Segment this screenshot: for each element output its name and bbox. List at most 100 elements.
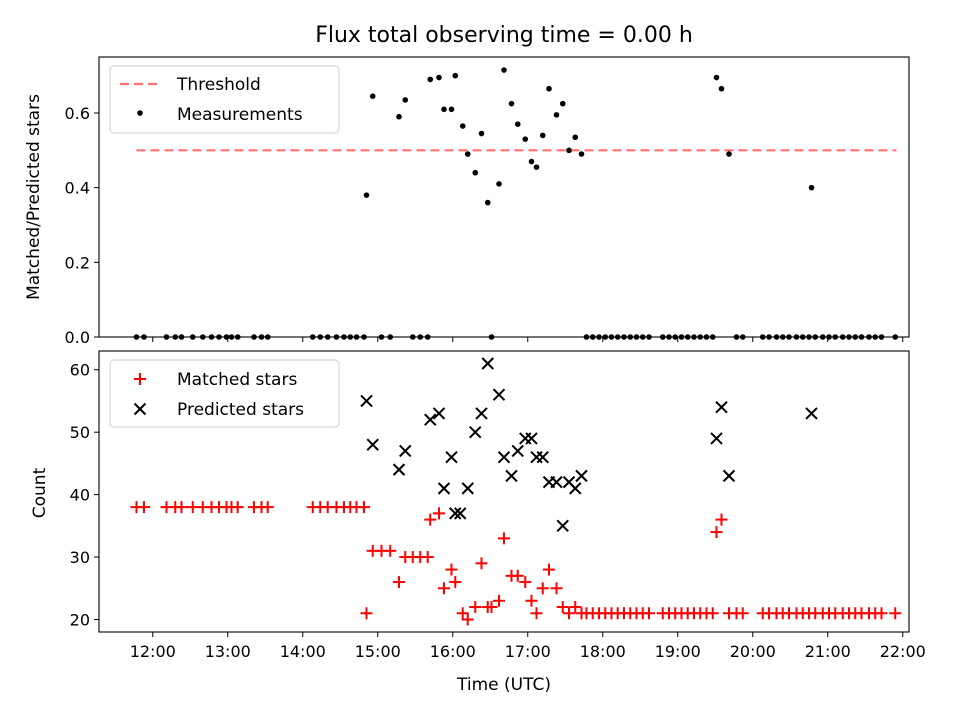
top-y-ticks: 0.0 0.2 0.4 0.6	[65, 104, 99, 347]
matched-star-marker	[556, 601, 569, 614]
matched-star-marker	[360, 607, 373, 620]
predicted-star-marker	[722, 469, 736, 483]
matched-star-marker	[421, 551, 434, 564]
legend-threshold-label: Threshold	[176, 75, 261, 95]
predicted-star-marker	[536, 450, 549, 464]
bottom-x-ticks: 12:00 13:00 14:00 15:00 16:00 17:00 18:00 19:00…	[130, 632, 926, 661]
measurement-point	[808, 184, 815, 191]
x-tick-label: 19:00	[655, 642, 701, 661]
matched-star-marker	[643, 607, 655, 620]
measurement-point	[478, 130, 485, 137]
matched-star-marker	[358, 501, 370, 514]
measurement-point	[448, 106, 455, 113]
measurement-point	[566, 147, 572, 154]
legend-matched-swatch	[134, 373, 146, 385]
x-tick-label: 18:00	[580, 642, 626, 661]
legend-predicted-label: Predicted stars	[177, 400, 304, 420]
matched-star-marker	[710, 526, 723, 539]
predicted-star-marker	[715, 400, 728, 414]
predicted-star-marker	[497, 450, 511, 464]
matched-star-marker	[706, 607, 719, 620]
predicted-stars-markers	[360, 357, 818, 533]
measurement-point	[553, 112, 560, 118]
legend-matched-label: Matched stars	[177, 370, 297, 390]
predicted-star-marker	[805, 407, 818, 420]
predicted-star-marker	[469, 425, 482, 439]
measurement-point	[396, 113, 402, 120]
legend-measurement-label: Measurements	[177, 105, 303, 125]
matched-star-marker	[511, 569, 524, 582]
matched-star-marker	[469, 601, 482, 614]
y-tick-label: 20	[70, 611, 90, 630]
matched-star-marker	[525, 594, 538, 607]
predicted-star-marker	[505, 469, 518, 483]
predicted-star-marker	[525, 432, 538, 445]
predicted-star-marker	[575, 469, 588, 483]
x-axis-label: Time (UTC)	[456, 675, 551, 695]
chart-title: Flux total observing time = 0.00 h	[315, 23, 693, 48]
x-tick-label: 16:00	[430, 642, 476, 661]
measurement-point	[508, 100, 515, 107]
predicted-star-marker	[449, 507, 462, 520]
measurement-point	[514, 121, 521, 127]
matched-star-marker	[530, 607, 543, 620]
matched-star-marker	[493, 594, 505, 607]
top-panel: Flux total observing time = 0.00 h Match…	[24, 23, 910, 347]
matched-star-marker	[736, 607, 749, 620]
predicted-star-marker	[556, 519, 569, 533]
y-tick-label: 0.4	[65, 179, 90, 198]
predicted-star-marker	[392, 463, 406, 476]
measurement-point	[713, 74, 720, 81]
measurement-point	[522, 136, 529, 142]
measurement-point	[459, 123, 466, 129]
matched-star-marker	[438, 582, 450, 595]
matched-star-marker	[461, 613, 474, 626]
predicted-star-marker	[710, 432, 723, 445]
predicted-star-marker	[399, 444, 412, 458]
matched-star-marker	[569, 601, 582, 614]
legend-frame	[109, 65, 340, 134]
measurement-point	[472, 169, 479, 176]
x-tick-label: 14:00	[280, 642, 326, 661]
measurement-point	[539, 132, 546, 139]
predicted-star-marker	[569, 482, 582, 495]
x-tick-label: 22:00	[880, 642, 926, 661]
measurement-point	[436, 74, 442, 81]
predicted-star-marker	[550, 475, 563, 489]
legend-predicted-swatch	[133, 402, 147, 416]
matched-star-marker	[261, 501, 274, 514]
matched-star-marker	[424, 513, 437, 526]
bottom-y-axis-label: Count	[30, 467, 50, 518]
y-tick-label: 30	[70, 548, 90, 567]
legend-frame	[109, 359, 340, 428]
predicted-star-marker	[481, 357, 494, 370]
x-tick-label: 15:00	[355, 642, 401, 661]
measurement-point	[452, 72, 459, 79]
matched-star-marker	[231, 501, 244, 514]
predicted-star-marker	[454, 507, 467, 520]
matched-star-marker	[543, 563, 555, 576]
measurement-point	[718, 85, 725, 92]
measurement-point	[402, 97, 409, 103]
bottom-legend: Matched stars Predicted stars	[109, 359, 340, 428]
matched-star-marker	[715, 513, 728, 526]
y-tick-label: 0.6	[65, 104, 90, 123]
measurement-point	[528, 158, 535, 165]
y-tick-label: 60	[70, 361, 90, 380]
x-tick-label: 21:00	[805, 642, 851, 661]
top-legend: Threshold Measurements	[109, 65, 340, 134]
bottom-panel: Count Time (UTC) 20 30 40 50 60 12:00 13:00 14…	[30, 350, 926, 695]
x-tick-label: 20:00	[730, 642, 776, 661]
measurement-point	[533, 164, 540, 170]
matched-star-marker	[550, 582, 563, 595]
measurement-point	[578, 151, 585, 157]
measurement-point	[427, 76, 434, 83]
matched-star-marker	[175, 501, 188, 514]
measurement-point	[559, 100, 566, 107]
bottom-y-ticks: 20 30 40 50 60	[70, 361, 99, 630]
predicted-star-marker	[437, 482, 451, 495]
predicted-star-marker	[461, 482, 474, 495]
y-tick-label: 0.0	[65, 328, 90, 347]
matched-star-marker	[889, 607, 902, 620]
